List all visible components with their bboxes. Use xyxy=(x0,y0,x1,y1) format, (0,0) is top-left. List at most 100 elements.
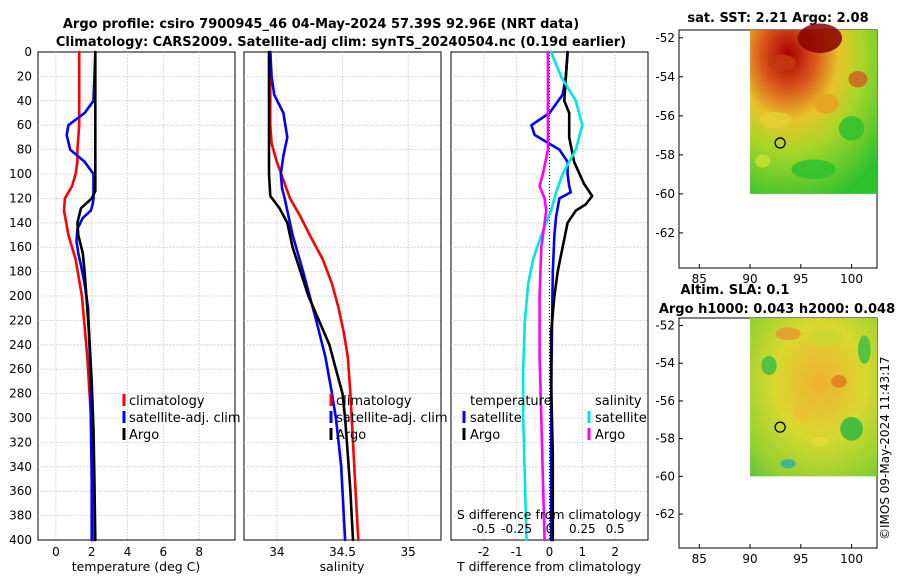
x-tick-label: 2 xyxy=(611,545,619,559)
legend-climatology: climatology xyxy=(129,394,205,409)
map-patch xyxy=(759,111,792,129)
map-patch xyxy=(831,375,847,388)
t-difference-tick-labels: -2 -1 0 1 2 xyxy=(478,545,619,559)
depth-tick-label: 80 xyxy=(17,143,32,157)
x-tick-label: -1 xyxy=(511,545,523,559)
map-y-tick-label: -54 xyxy=(655,356,675,370)
legend-satellite: satellite-adj. clim xyxy=(129,411,241,426)
map-y-tick-label: -56 xyxy=(655,109,675,123)
difference-legend: temperature satellite Argo salinity sate… xyxy=(462,394,647,443)
sst-map-title: sat. SST: 2.21 Argo: 2.08 xyxy=(687,11,868,26)
difference-series xyxy=(521,50,594,542)
x-tick-label: 1 xyxy=(579,545,587,559)
sla-patches xyxy=(761,327,871,469)
map-patch xyxy=(810,329,843,345)
x-tick-label: 2 xyxy=(88,545,96,559)
depth-tick-label: 180 xyxy=(9,265,32,279)
sst-map-ticks: 85 90 95 100 -52 -54 -56 -58 -60 -62 xyxy=(655,31,863,286)
s-difference-axis-label: S difference from climatology xyxy=(457,507,642,522)
sla-field xyxy=(750,318,877,477)
x-tick-label: 6 xyxy=(160,545,168,559)
depth-tick-label: 200 xyxy=(9,289,32,303)
depth-tick-label: 280 xyxy=(9,387,32,401)
argo-position-marker xyxy=(774,421,786,433)
x-tick-label: -2 xyxy=(478,545,490,559)
depth-tick-label: 300 xyxy=(9,411,32,425)
temperature-tick-labels: 0 2 4 6 8 xyxy=(52,545,203,559)
series-s-satellite xyxy=(521,50,584,542)
map-x-tick-label: 85 xyxy=(692,272,707,286)
map-y-tick-label: -52 xyxy=(655,31,675,45)
depth-tick-labels: 0 20 40 60 80 100 120 140 160 180 200 220 240 260 280 3… xyxy=(9,45,32,547)
map-y-tick-label: -62 xyxy=(655,507,675,521)
s-tick-label: 0.5 xyxy=(606,522,625,536)
sla-map-title-line2: Argo h1000: 0.043 h2000: 0.048 xyxy=(659,302,895,317)
series-s-argo xyxy=(538,50,550,542)
map-y-tick-label: -60 xyxy=(655,469,675,483)
legend-salinity-title: salinity xyxy=(595,394,642,409)
map-patch xyxy=(810,436,830,447)
legend-t-satellite: satellite xyxy=(470,411,522,426)
map-y-tick-label: -62 xyxy=(655,226,675,240)
depth-tick-label: 120 xyxy=(9,191,32,205)
s-difference-tick-labels: -0.5 -0.25 0 0.25 0.5 xyxy=(472,522,625,536)
salinity-tick-labels: 34 34.5 35 xyxy=(269,545,416,559)
depth-tick-label: 160 xyxy=(9,240,32,254)
s-tick-label: -0.5 xyxy=(472,522,495,536)
depth-tick-label: 260 xyxy=(9,362,32,376)
sla-map-title-line1: Altim. SLA: 0.1 xyxy=(681,283,790,298)
map-x-tick-label: 95 xyxy=(793,552,808,566)
depth-tick-label: 40 xyxy=(17,94,32,108)
legend-t-argo: Argo xyxy=(470,428,500,443)
map-patch xyxy=(791,159,836,180)
legend-argo: Argo xyxy=(336,428,366,443)
map-patch xyxy=(791,406,810,420)
map-patch xyxy=(767,54,796,71)
temperature-series xyxy=(62,50,97,542)
x-tick-label: 35 xyxy=(401,545,416,559)
x-tick-label: 0 xyxy=(52,545,60,559)
map-y-tick-label: -56 xyxy=(655,394,675,408)
figure-title-line2: Climatology: CARS2009. Satellite-adj cli… xyxy=(56,35,626,50)
map-patch xyxy=(775,327,801,341)
depth-tick-label: 220 xyxy=(9,313,32,327)
depth-tick-label: 320 xyxy=(9,435,32,449)
series-t-argo xyxy=(549,50,594,542)
sla-map-ticks: 85 90 95 100 -52 -54 -56 -58 -60 -62 xyxy=(655,319,863,566)
map-y-tick-label: -58 xyxy=(655,432,675,446)
map-y-tick-label: -58 xyxy=(655,148,675,162)
series-climatology xyxy=(62,50,95,542)
series-satellite-adj-clim xyxy=(268,50,347,542)
s-tick-label: 0.25 xyxy=(569,522,596,536)
map-x-tick-label: 100 xyxy=(840,552,863,566)
salinity-series xyxy=(267,50,360,542)
map-y-tick-label: -60 xyxy=(655,187,675,201)
map-x-tick-label: 90 xyxy=(742,552,757,566)
t-difference-axis-label: T difference from climatology xyxy=(456,559,642,574)
map-patch xyxy=(813,93,839,114)
depth-tick-label: 400 xyxy=(9,533,32,547)
sst-patches xyxy=(755,23,868,180)
depth-tick-label: 20 xyxy=(17,69,32,83)
map-x-tick-label: 90 xyxy=(742,272,757,286)
depth-tick-label: 100 xyxy=(9,167,32,181)
map-patch xyxy=(761,356,777,376)
map-x-tick-label: 85 xyxy=(692,552,707,566)
figure-title-line1: Argo profile: csiro 7900945_46 04-May-20… xyxy=(63,17,579,32)
legend-climatology: climatology xyxy=(336,394,412,409)
depth-tick-label: 240 xyxy=(9,338,32,352)
temperature-legend: climatology satellite-adj. clim Argo xyxy=(122,394,241,443)
map-patch xyxy=(848,70,868,88)
temperature-panel xyxy=(37,51,236,541)
depth-tick-label: 360 xyxy=(9,484,32,498)
x-tick-label: 0 xyxy=(546,545,554,559)
map-x-tick-label: 95 xyxy=(793,272,808,286)
imos-timestamp-watermark: ©IMOS 09-May-2024 11:43:17 xyxy=(878,356,892,540)
x-tick-label: 34 xyxy=(269,545,284,559)
depth-tick-label: 380 xyxy=(9,509,32,523)
temperature-axis-label: temperature (deg C) xyxy=(72,559,201,574)
x-tick-label: 34.5 xyxy=(329,545,356,559)
x-tick-label: 8 xyxy=(195,545,203,559)
salinity-grid xyxy=(244,52,441,540)
salinity-axis-label: salinity xyxy=(320,559,365,574)
